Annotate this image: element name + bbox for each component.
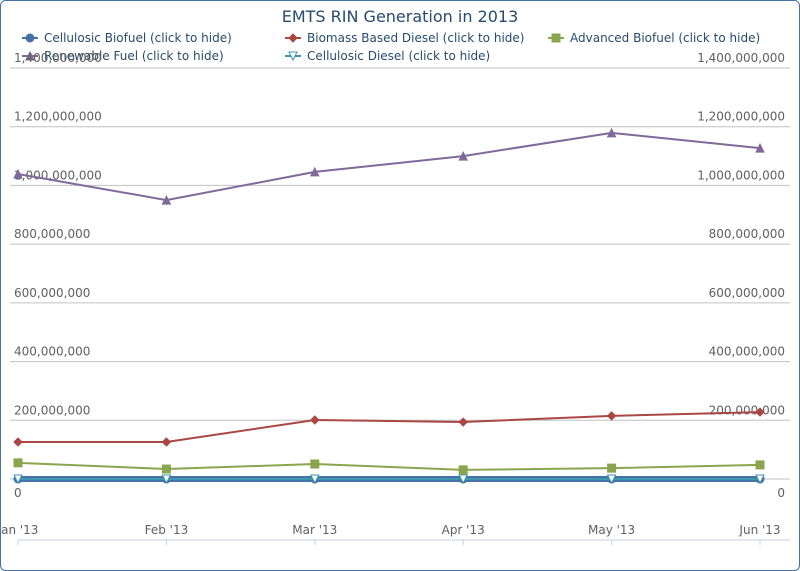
point bbox=[755, 460, 765, 470]
point bbox=[606, 127, 617, 138]
point bbox=[551, 33, 561, 43]
x-tick-label: Jun '13 bbox=[738, 523, 780, 537]
point bbox=[25, 50, 35, 61]
x-tick-label: Mar '13 bbox=[292, 523, 337, 537]
point bbox=[288, 51, 298, 62]
y2-tick-label: 200,000,000 bbox=[709, 403, 785, 417]
point bbox=[161, 194, 172, 205]
series-line bbox=[18, 411, 761, 444]
point bbox=[13, 168, 23, 179]
legend-label[interactable]: Advanced Biofuel (click to hide) bbox=[570, 31, 760, 45]
legend-label[interactable]: Cellulosic Diesel (click to hide) bbox=[307, 49, 490, 63]
series-line bbox=[17, 461, 761, 471]
point bbox=[755, 407, 765, 417]
legend-item[interactable]: Cellulosic Biofuel (click to hide) bbox=[22, 31, 232, 45]
point bbox=[161, 474, 172, 485]
x-tick-label: Feb '13 bbox=[145, 523, 189, 537]
y-tick-label: 1,400,000,000 bbox=[14, 51, 102, 65]
point bbox=[458, 417, 468, 427]
point bbox=[310, 415, 320, 425]
y2-tick-label: 1,200,000,000 bbox=[697, 110, 785, 124]
legend-item[interactable]: Cellulosic Diesel (click to hide) bbox=[285, 49, 490, 63]
legend-item[interactable]: Biomass Based Diesel (click to hide) bbox=[285, 31, 524, 45]
point bbox=[13, 474, 23, 485]
point bbox=[458, 150, 469, 161]
point bbox=[309, 166, 320, 177]
y2-tick-label: 800,000,000 bbox=[709, 227, 785, 241]
point bbox=[755, 143, 765, 153]
y-tick-label: 200,000,000 bbox=[14, 403, 90, 417]
point bbox=[25, 33, 35, 43]
point bbox=[606, 474, 617, 485]
point bbox=[755, 474, 765, 485]
y2-tick-label: 1,400,000,000 bbox=[697, 51, 785, 65]
y-tick-label: 1,000,000,000 bbox=[14, 168, 102, 182]
legend-label[interactable]: Renewable Fuel (click to hide) bbox=[44, 49, 224, 63]
point bbox=[309, 474, 320, 485]
point bbox=[310, 459, 320, 469]
legend-label[interactable]: Biomass Based Diesel (click to hide) bbox=[307, 31, 524, 45]
y2-tick-label: 1,000,000,000 bbox=[697, 168, 785, 182]
y-tick-label: 1,200,000,000 bbox=[14, 110, 102, 124]
point bbox=[458, 465, 468, 475]
point bbox=[288, 33, 298, 43]
legend-item[interactable]: Renewable Fuel (click to hide) bbox=[22, 49, 224, 63]
point bbox=[606, 411, 617, 421]
legend-item[interactable]: Advanced Biofuel (click to hide) bbox=[548, 31, 760, 45]
legend-label[interactable]: Cellulosic Biofuel (click to hide) bbox=[44, 31, 232, 45]
point bbox=[13, 458, 23, 468]
point bbox=[458, 474, 469, 485]
point bbox=[161, 437, 172, 447]
y-tick-label: 800,000,000 bbox=[14, 227, 90, 241]
y2-tick-label: 400,000,000 bbox=[709, 345, 785, 359]
x-tick-label: Jan '13 bbox=[0, 523, 38, 537]
chart-title: EMTS RIN Generation in 2013 bbox=[282, 7, 519, 26]
point bbox=[13, 437, 23, 447]
x-tick-label: May '13 bbox=[588, 523, 635, 537]
point bbox=[607, 463, 617, 473]
y-tick-label: 600,000,000 bbox=[14, 286, 90, 300]
point bbox=[161, 464, 171, 474]
y-tick-label: 400,000,000 bbox=[14, 345, 90, 359]
x-tick-label: Apr '13 bbox=[442, 523, 485, 537]
legend: Cellulosic Biofuel (click to hide) Biomas… bbox=[22, 31, 760, 63]
y2-tick-label: 0 bbox=[777, 486, 785, 500]
y-tick-label: 0 bbox=[14, 486, 22, 500]
y2-tick-label: 600,000,000 bbox=[709, 286, 785, 300]
series-line bbox=[17, 131, 761, 202]
